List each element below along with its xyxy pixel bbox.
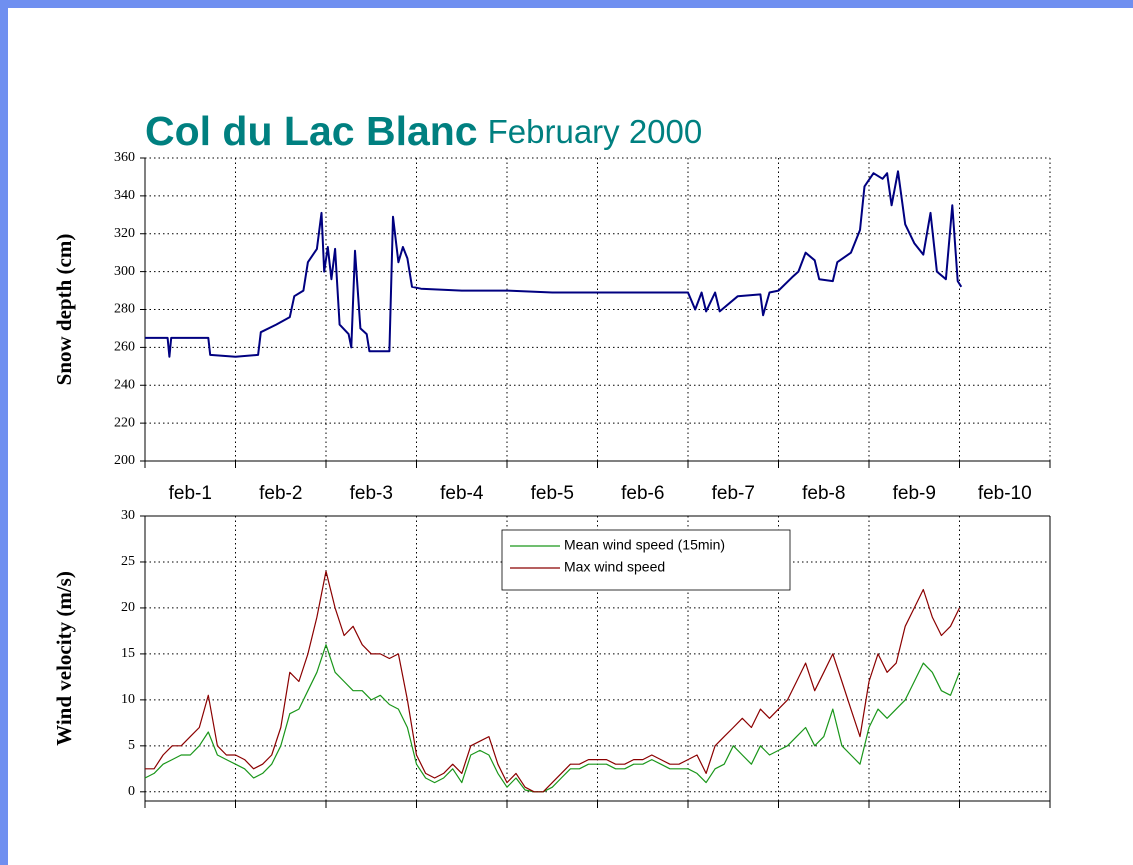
data-line <box>145 170 963 358</box>
y-tick-label: 15 <box>121 646 135 661</box>
x-tick-label: feb-3 <box>350 483 393 504</box>
x-tick-label: feb-1 <box>169 483 212 504</box>
x-tick-label: feb-4 <box>440 483 484 504</box>
x-tick-label: feb-10 <box>978 483 1032 504</box>
left-band <box>0 0 8 865</box>
y-axis-label: Snow depth (cm) <box>52 234 76 386</box>
title-main: Col du Lac Blanc <box>145 108 478 154</box>
x-tick-label: feb-2 <box>259 483 302 504</box>
y-tick-label: 200 <box>114 453 135 468</box>
y-tick-label: 260 <box>114 340 135 355</box>
legend-box <box>501 529 791 591</box>
y-tick-label: 220 <box>114 415 135 430</box>
y-tick-label: 280 <box>114 302 135 317</box>
x-tick-label: feb-6 <box>621 483 664 504</box>
y-tick-label: 5 <box>128 738 135 753</box>
y-tick-label: 20 <box>121 600 135 615</box>
chart-title: Col du Lac Blanc February 2000 <box>145 108 702 154</box>
y-tick-label: 300 <box>114 264 135 279</box>
y-tick-label: 360 <box>114 150 135 165</box>
data-line <box>144 644 961 793</box>
y-tick-label: 10 <box>121 692 135 707</box>
y-tick-label: 340 <box>114 188 135 203</box>
y-tick-label: 0 <box>128 784 135 799</box>
y-tick-label: 30 <box>121 508 135 523</box>
title-sub: February 2000 <box>488 113 703 150</box>
y-tick-label: 320 <box>114 226 135 241</box>
x-tick-label: feb-9 <box>893 483 936 504</box>
data-line <box>145 570 961 793</box>
legend-label: Mean wind speed (15min) <box>564 537 725 553</box>
y-tick-label: 25 <box>121 554 135 569</box>
top-band <box>0 0 1133 8</box>
x-tick-label: feb-5 <box>531 483 574 504</box>
x-tick-label: feb-8 <box>802 483 845 504</box>
legend-label: Max wind speed <box>564 559 665 575</box>
y-tick-label: 240 <box>114 377 135 392</box>
y-axis-label: Wind velocity (m/s) <box>52 571 76 746</box>
x-tick-label: feb-7 <box>712 483 755 504</box>
